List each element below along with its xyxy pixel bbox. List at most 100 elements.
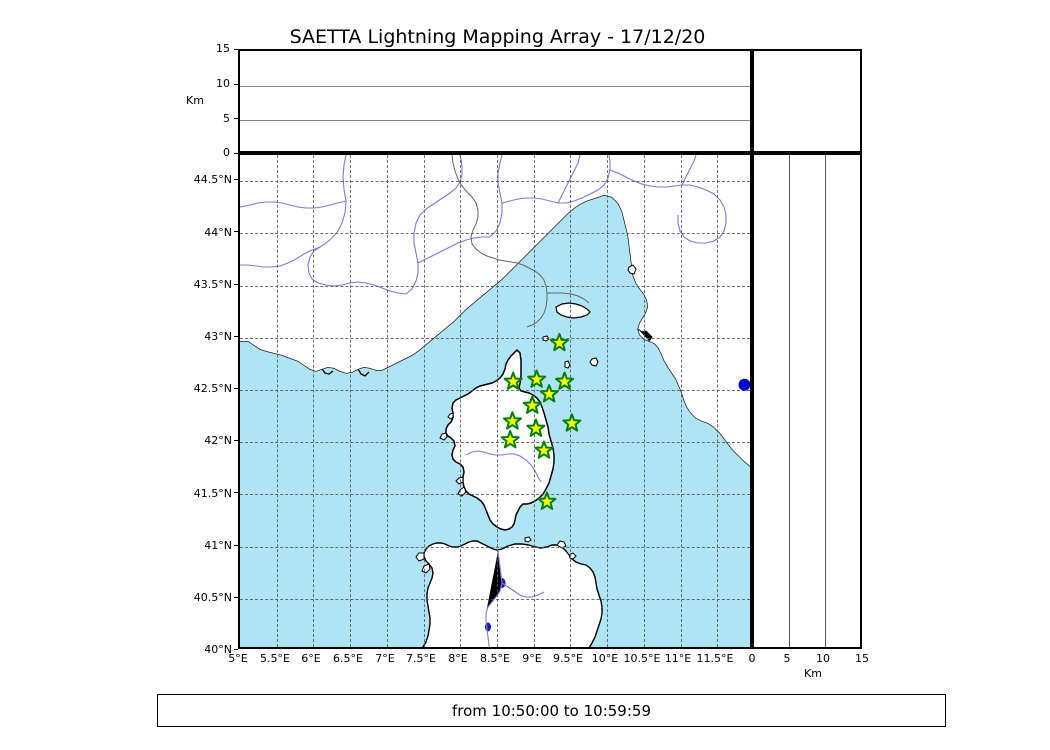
right-markers-layer	[754, 155, 864, 651]
grid-lon-10	[607, 155, 609, 647]
grid-lon-11	[680, 155, 682, 647]
tick-mark	[234, 153, 238, 154]
grid-lat-43	[240, 337, 750, 339]
markers-layer	[500, 332, 750, 510]
tick-lon-8: 8°E	[448, 652, 468, 665]
tick-lon-9: 9°E	[522, 652, 542, 665]
tick-lon-10.5: 10.5°E	[623, 652, 661, 665]
tick-lat-41.5: 41.5°N	[193, 487, 232, 500]
station-marker	[539, 384, 559, 403]
tick-mark	[234, 596, 238, 598]
tick-lon-10: 10°E	[591, 652, 619, 665]
tick-mark	[234, 49, 238, 50]
grid-lon-8	[460, 155, 462, 647]
tick-mark	[234, 118, 238, 120]
tick-mark	[234, 335, 238, 337]
coastlines	[240, 155, 750, 647]
corsica-outline	[445, 348, 555, 531]
grid-lat-44.5	[240, 181, 750, 183]
time-window-box: from 10:50:00 to 10:59:59	[157, 694, 946, 727]
grid-lon-7	[386, 155, 388, 647]
tick-mark	[234, 83, 238, 85]
tick-lon-7.5: 7.5°E	[406, 652, 436, 665]
tick-alt-top-0: 0	[223, 146, 230, 159]
station-marker	[527, 369, 547, 388]
tick-mark	[234, 283, 238, 285]
tick-lat-44.5: 44.5°N	[193, 173, 232, 186]
gridline-alt-10	[240, 85, 750, 87]
tick-lat-41: 41°N	[204, 539, 232, 552]
tick-lon-9.5: 9.5°E	[553, 652, 583, 665]
station-marker	[534, 440, 554, 459]
tick-mark	[234, 440, 238, 442]
tick-lat-40.5: 40.5°N	[193, 591, 232, 604]
tick-km-15: 15	[855, 652, 869, 665]
tick-lat-40: 40°N	[204, 643, 232, 656]
grid-lat-40.5	[240, 598, 750, 600]
station-marker	[554, 371, 575, 390]
grid-lon-8.5	[497, 155, 498, 647]
tick-lat-43: 43°N	[204, 330, 232, 343]
tick-lat-44: 44°N	[204, 226, 232, 239]
tick-mark	[234, 492, 238, 494]
tick-lon-6: 6°E	[301, 652, 321, 665]
tick-mark	[234, 544, 238, 546]
map-graphic	[240, 155, 750, 647]
station-marker	[526, 418, 546, 437]
tick-lat-42.5: 42.5°N	[193, 382, 232, 395]
grid-lat-44	[240, 233, 750, 235]
page-title: SAETTA Lightning Mapping Array - 17/12/2…	[289, 26, 706, 48]
latitude-altitude-panel	[752, 153, 862, 649]
grid-lon-6.5	[350, 155, 352, 647]
gridline-alt-5	[240, 120, 750, 122]
tick-mark	[234, 179, 238, 181]
grid-lat-43.5	[240, 285, 750, 287]
station-marker	[522, 395, 542, 414]
axis-label-altitude-left: Km	[186, 94, 204, 107]
corsica-river	[465, 450, 542, 483]
tick-km-0: 0	[748, 652, 756, 665]
tick-lon-11.5: 11.5°E	[696, 652, 734, 665]
station-marker	[502, 411, 522, 430]
tick-mark	[234, 388, 238, 389]
tick-alt-top-10: 10	[216, 77, 230, 90]
gridline-alt-5-right	[789, 155, 791, 647]
tick-alt-top-5: 5	[223, 112, 230, 125]
tick-mark	[234, 649, 238, 650]
gridline-alt-10-right	[824, 155, 826, 647]
time-window-text: from 10:50:00 to 10:59:59	[451, 701, 651, 720]
station-marker	[549, 332, 569, 352]
station-marker	[537, 491, 557, 510]
map-panel[interactable]	[238, 153, 752, 649]
tick-lon-8.5: 8.5°E	[480, 652, 510, 665]
grid-lon-9.5	[570, 155, 572, 647]
grid-lat-41	[240, 546, 750, 548]
tick-alt-top-15: 15	[216, 42, 230, 55]
tick-km-10: 10	[816, 652, 830, 665]
tick-km-5: 5	[783, 652, 791, 665]
source-marker	[738, 378, 750, 391]
tick-lon-11: 11°E	[664, 652, 692, 665]
tick-lon-6.5: 6.5°E	[333, 652, 363, 665]
grid-lon-10.5	[643, 155, 645, 647]
tick-lat-43.5: 43.5°N	[193, 278, 232, 291]
grid-lat-42.5	[240, 390, 750, 391]
grid-lon-5.5	[276, 155, 278, 647]
altitude-longitude-panel	[238, 49, 752, 153]
grid-lat-42	[240, 442, 750, 444]
station-marker	[562, 413, 582, 432]
grid-lon-11.5	[717, 155, 719, 647]
rivers-layer	[240, 155, 727, 295]
corner-panel	[752, 49, 862, 153]
station-marker	[503, 371, 523, 390]
tick-lon-7: 7°E	[375, 652, 395, 665]
grid-lon-7.5	[423, 155, 425, 647]
axis-label-altitude-bottom: Km	[804, 667, 822, 680]
tick-lat-42: 42°N	[204, 434, 232, 447]
station-marker	[500, 430, 520, 449]
tick-lon-5: 5°E	[228, 652, 248, 665]
tick-mark	[234, 231, 238, 233]
tick-lon-5.5: 5.5°E	[260, 652, 290, 665]
grid-lon-6	[313, 155, 315, 647]
